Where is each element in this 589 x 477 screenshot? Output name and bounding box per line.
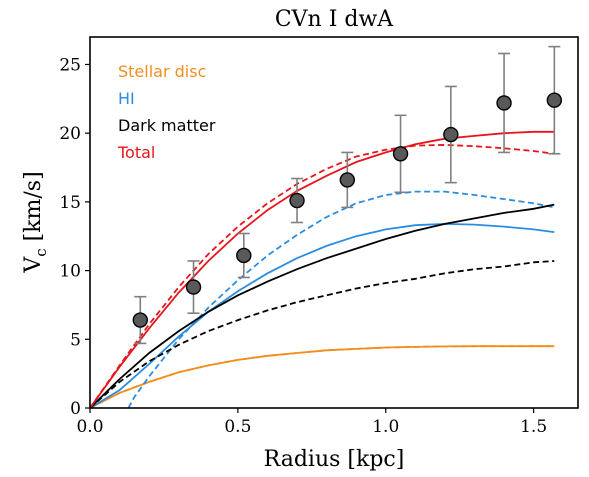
y-tick-label: 25: [59, 55, 81, 75]
legend: Stellar disc HI Dark matter Total: [117, 62, 216, 162]
data-marker: [132, 312, 148, 328]
x-axis-ticks: 0.0 0.5 1.0 1.5: [76, 408, 547, 437]
data-marker: [289, 192, 305, 209]
data-marker: [185, 279, 202, 295]
y-axis-label-units: [km/s]: [21, 171, 46, 248]
legend-entry-hi: HI: [118, 89, 135, 108]
data-marker: [339, 172, 356, 188]
series-layer: [90, 130, 555, 408]
legend-entry-total: Total: [117, 143, 155, 162]
observed-point: [185, 260, 202, 314]
y-tick-label: 15: [59, 193, 81, 213]
y-axis-label-subscript: c: [32, 248, 50, 256]
x-tick-label: 1.0: [372, 417, 399, 437]
y-tick-label: 5: [70, 330, 81, 350]
observed-point: [132, 295, 148, 345]
hi-dashed-line: [127, 190, 555, 408]
y-tick-label: 20: [59, 124, 81, 144]
y-axis-label: Vc [km/s]: [21, 171, 50, 273]
data-marker: [496, 95, 512, 111]
dark-matter-solid-line: [90, 203, 555, 408]
data-marker: [546, 92, 563, 108]
dark-matter-dashed-line: [90, 260, 555, 408]
x-tick-label: 1.5: [520, 417, 547, 437]
observed-point: [496, 52, 512, 154]
legend-entry-stellar-disc: Stellar disc: [118, 62, 206, 81]
stellar-disc-dashed-line: [90, 345, 555, 408]
y-axis-ticks: 0 5 10 15 20 25: [59, 55, 90, 419]
data-marker: [236, 247, 252, 264]
x-tick-label: 0.5: [224, 417, 251, 437]
y-axis-label-main: V: [21, 256, 46, 274]
total-dashed-line: [90, 143, 555, 408]
data-marker: [443, 126, 459, 143]
plot-frame: [89, 36, 579, 409]
chart-title: CVn I dwA: [275, 7, 394, 32]
legend-entry-dark-matter: Dark matter: [118, 116, 216, 135]
observed-point: [236, 232, 252, 279]
observed-point: [443, 85, 459, 184]
data-marker: [392, 146, 409, 162]
observed-point: [546, 45, 563, 155]
y-tick-label: 0: [70, 399, 81, 419]
x-axis-label: Radius [kpc]: [264, 447, 405, 472]
observed-point: [289, 177, 305, 224]
hi-solid-line: [90, 222, 555, 408]
x-tick-label: 0.0: [76, 417, 103, 437]
observed-point: [392, 114, 409, 194]
total-solid-line: [90, 130, 555, 408]
y-tick-label: 10: [59, 262, 81, 282]
observed-point: [339, 151, 356, 209]
observed-data-layer: [132, 45, 563, 345]
